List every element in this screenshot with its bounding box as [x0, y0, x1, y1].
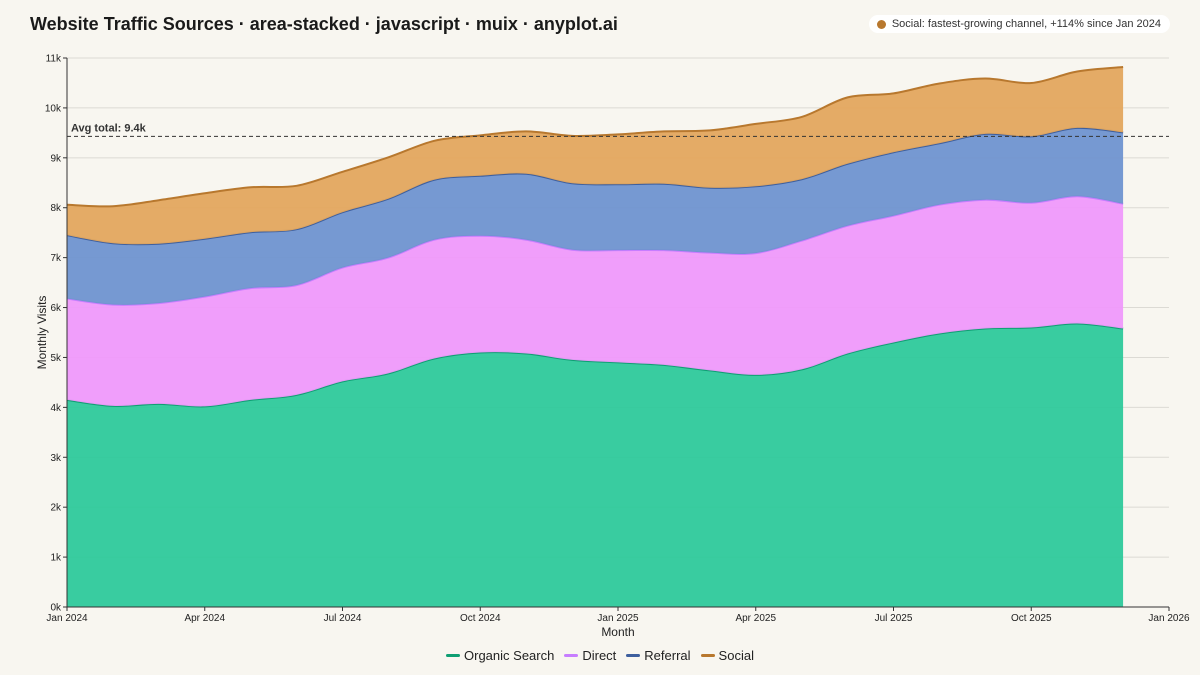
- y-tick-label: 2k: [50, 503, 62, 514]
- legend-item-direct: Direct: [564, 648, 616, 663]
- x-tick-label: Jan 2024: [46, 613, 88, 624]
- y-tick-label: 4k: [50, 403, 62, 414]
- legend-label-social: Social: [718, 648, 754, 663]
- legend-swatch-organic-search: [446, 654, 461, 657]
- x-tick-label: Apr 2024: [184, 613, 225, 624]
- y-tick-label: 8k: [50, 203, 62, 214]
- axes: 0k 1k 2k 3k 4k 5k 6k 7k 8k 9k 10k 11k Jan 2024 Apr 20…: [35, 54, 1190, 640]
- area-organic-search: [67, 323, 1124, 607]
- y-tick-label: 11k: [46, 54, 62, 65]
- area-direct: [67, 196, 1124, 407]
- line-organic-search: [66, 322, 1124, 408]
- chart-title: Website Traffic Sources · area-stacked ·…: [30, 14, 618, 34]
- y-tick-label: 10k: [45, 103, 62, 114]
- annotation-dot-icon: [876, 19, 886, 29]
- legend-label-referral: Referral: [644, 648, 691, 663]
- line-social: [66, 66, 1124, 208]
- x-tick-label: Apr 2025: [735, 613, 776, 624]
- y-tick-label: 5k: [50, 353, 62, 364]
- legend-label-direct: Direct: [582, 648, 617, 663]
- y-tick-label: 3k: [50, 453, 62, 464]
- area-referral: [67, 127, 1124, 305]
- avg-label: Avg total: 9.4k: [71, 122, 147, 134]
- x-tick-label: Oct 2024: [460, 613, 501, 624]
- x-tick-label: Jul 2024: [324, 613, 362, 624]
- y-tick-label: 1k: [50, 553, 62, 564]
- x-axis-title: Month: [601, 625, 634, 639]
- legend-item-referral: Referral: [626, 648, 691, 663]
- legend-item-social: Social: [700, 648, 754, 663]
- legend: Organic Search Direct Referral Social: [0, 648, 1200, 663]
- x-tick-label: Jan 2025: [597, 613, 639, 624]
- x-tick-label: Jan 2026: [1148, 613, 1190, 624]
- annotation-text: Social: fastest-growing channel, +114% s…: [891, 18, 1161, 30]
- area-layers: [66, 66, 1124, 607]
- y-tick-label: 6k: [50, 303, 62, 314]
- y-tick-label: 0k: [50, 603, 62, 614]
- y-tick-label: 7k: [50, 253, 62, 264]
- annotation-badge: Social: fastest-growing channel, +114% s…: [868, 15, 1170, 33]
- legend-swatch-referral: [626, 654, 641, 657]
- legend-swatch-direct: [564, 654, 579, 657]
- x-tick-label: Oct 2025: [1011, 613, 1052, 624]
- reference-line: Avg total: 9.4k: [67, 122, 1169, 137]
- y-axis-title: Monthly Visits: [35, 296, 49, 370]
- legend-item-organic-search: Organic Search: [446, 648, 554, 663]
- x-tick-label: Jul 2025: [875, 613, 913, 624]
- area-social: [67, 67, 1124, 245]
- legend-swatch-social: [700, 654, 715, 657]
- legend-label-organic-search: Organic Search: [464, 648, 555, 663]
- y-tick-label: 9k: [50, 153, 62, 164]
